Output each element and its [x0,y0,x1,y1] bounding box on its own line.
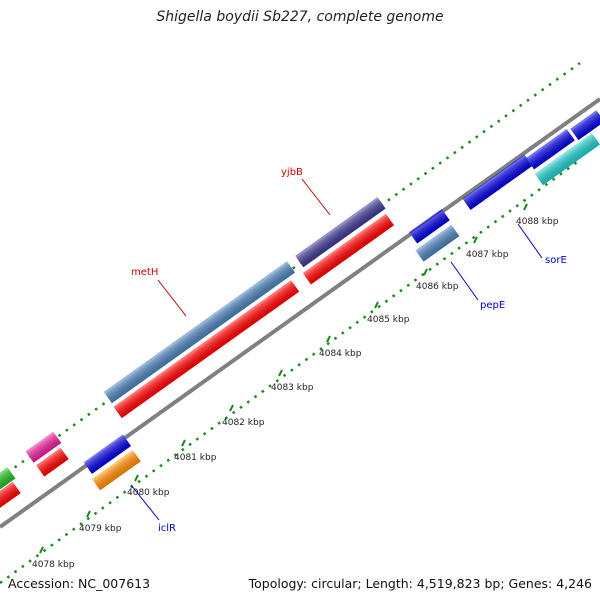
outer-dotted-ring [0,61,581,480]
tick-mark [134,474,139,482]
tick-label: 4079 kbp [79,524,122,534]
gene-feature-blue [83,434,132,474]
tick-label: 4082 kbp [222,418,265,428]
gene-feature-blue [409,208,450,244]
gene-label-yjbB: yjbB [281,167,303,178]
callout-line [450,261,479,301]
gene-feature-orange [92,449,141,491]
gene-feature-steelblue [103,261,296,404]
tick-label: 4081 kbp [174,453,217,463]
gene-feature-magenta [25,431,62,463]
tick-mark [423,268,428,276]
tick-mark [229,404,234,412]
gene-label-sorE: sorE [545,255,567,266]
gene-label-metH: metH [131,267,158,278]
gene-label-iclR: iclR [158,523,176,534]
tick-label: 4085 kbp [367,315,410,325]
tick-label: 4086 kbp [416,282,459,292]
tick-mark [39,546,44,554]
gene-feature-blue [462,154,533,210]
scale-ticks: 4078 kbp 4079 kbp 4080 kbp 4081 kbp 4082 kbp… [32,203,559,570]
callout-line [157,279,187,317]
tick-label: 4087 kbp [466,250,509,260]
gene-feature-blue [570,110,600,141]
gene-feature-red [302,213,395,285]
tick-mark [326,335,331,343]
tick-mark [278,369,283,377]
tick-label: 4080 kbp [127,488,170,498]
gene-feature-cyan [534,133,600,186]
genome-summary: Topology: circular; Length: 4,519,823 bp… [248,576,592,591]
gene-feature-red [0,481,21,511]
inner-dotted-ring [0,158,581,585]
tick-label: 4084 kbp [319,349,362,359]
gene-feature-purple [295,197,386,268]
tick-mark [473,236,478,244]
gene-feature-steelblue [415,224,460,262]
tick-mark [523,203,528,211]
callout-line [130,484,160,521]
gene-feature-red [113,280,300,419]
tick-label: 4078 kbp [32,560,75,570]
tick-mark [374,301,379,309]
callout-line [301,178,331,216]
gene-callouts: yjbB metH pepE sorE iclR [130,167,567,534]
tick-label: 4088 kbp [516,217,559,227]
gene-features [0,110,600,511]
tick-mark [181,439,186,447]
gene-label-pepE: pepE [480,300,505,311]
gene-feature-green [0,467,16,492]
accession-text: Accession: NC_007613 [8,576,151,591]
gene-feature-blue [526,128,575,170]
callout-line [517,223,543,259]
map-title: Shigella boydii Sb227, complete genome [156,9,444,25]
gene-feature-red [36,447,69,477]
tick-mark [86,510,91,518]
tick-label: 4083 kbp [271,383,314,393]
